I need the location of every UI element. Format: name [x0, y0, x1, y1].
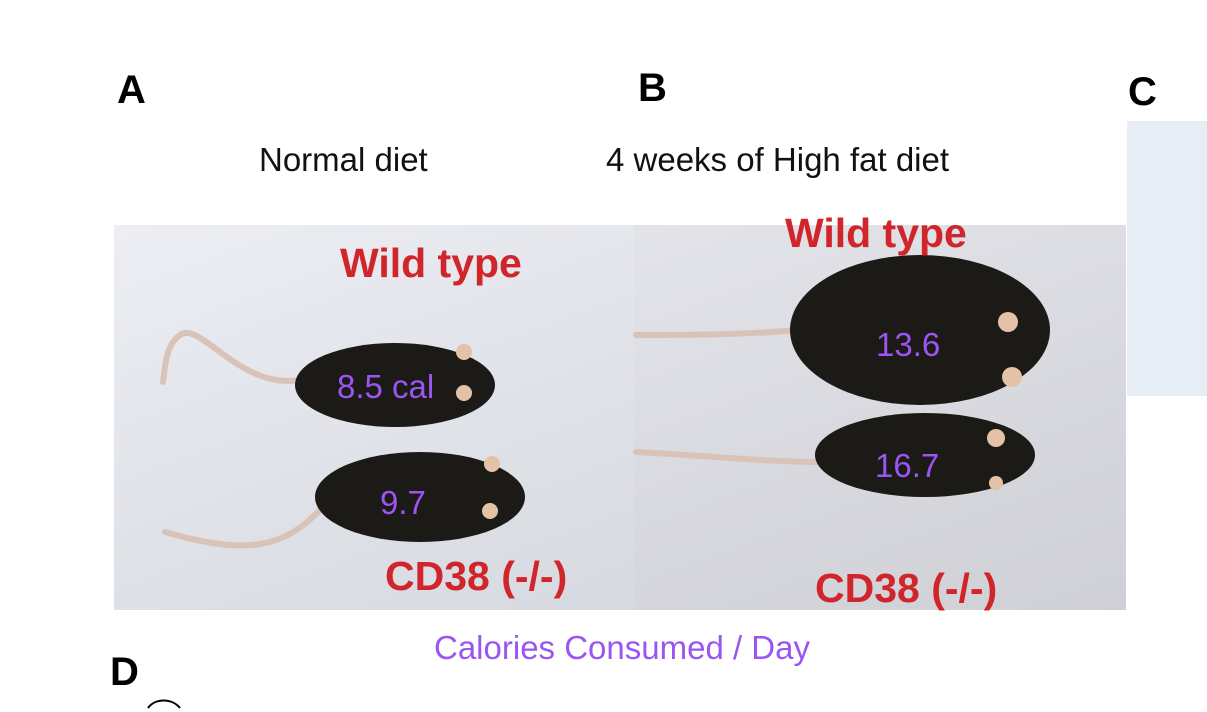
caption-calories-consumed: Calories Consumed / Day [434, 629, 810, 666]
mouse-body [815, 413, 1035, 497]
calorie-normal-cd38: 9.7 [380, 484, 426, 521]
condition-normal-diet: Normal diet [259, 141, 428, 178]
calorie-high-fat-cd38: 16.7 [875, 447, 940, 484]
photo-panel-c [1127, 121, 1207, 396]
calorie-normal-wild-type: 8.5 cal [337, 368, 435, 405]
panel-label-b: B [638, 66, 667, 110]
mouse-body [295, 343, 495, 427]
mouse-tail [162, 507, 323, 549]
panel-label-c: C [1128, 70, 1157, 114]
condition-high-fat-diet: 4 weeks of High fat diet [606, 141, 950, 178]
panel-label-d: D [110, 650, 139, 694]
panel-label-a: A [117, 68, 146, 112]
genotype-label-cd38-normal: CD38 (-/-) [385, 553, 568, 599]
mouse-tail [633, 449, 833, 465]
mouse-tail [160, 329, 303, 385]
genotype-label-wild-type-normal: Wild type [340, 240, 522, 286]
calorie-high-fat-wild-type: 13.6 [876, 326, 941, 363]
mouse-body [315, 452, 525, 542]
genotype-label-wild-type-high-fat: Wild type [785, 210, 967, 256]
mouse-tail [633, 327, 803, 338]
mouse-body [790, 255, 1050, 405]
genotype-label-cd38-high-fat: CD38 (-/-) [815, 565, 998, 611]
